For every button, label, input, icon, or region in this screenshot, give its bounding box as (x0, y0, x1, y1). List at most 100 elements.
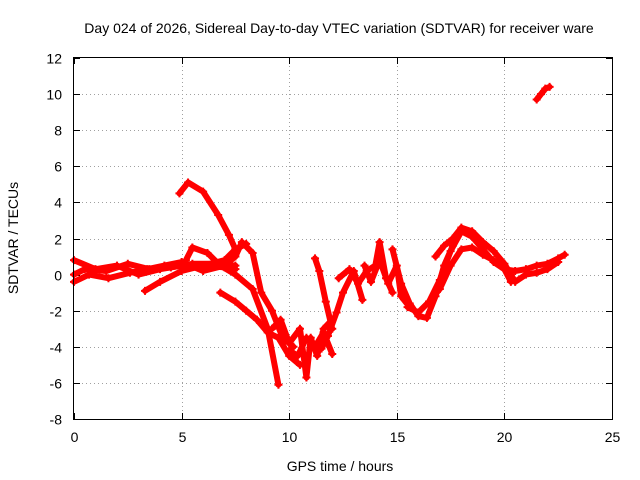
data-point-marker (224, 230, 233, 239)
data-point-marker (532, 95, 541, 104)
data-point-marker (104, 274, 113, 283)
data-point-marker (199, 261, 208, 270)
data-point-marker (334, 274, 343, 283)
data-point-marker (203, 248, 212, 257)
data-point-marker (156, 277, 165, 286)
data-point-marker (248, 285, 257, 294)
data-point-marker (468, 227, 477, 236)
data-point-marker (276, 315, 285, 324)
data-point-marker (231, 261, 240, 270)
y-tick-label: 0 (54, 268, 62, 284)
data-point-marker (216, 288, 225, 297)
data-point-marker (506, 277, 515, 286)
data-point-marker (315, 266, 324, 275)
data-point-marker (511, 266, 520, 275)
data-point-marker (231, 297, 240, 306)
data-point-marker (478, 250, 487, 259)
data-point-marker (289, 342, 298, 351)
x-axis-title: GPS time / hours (287, 458, 394, 474)
x-tick-label: 10 (282, 429, 298, 445)
data-point-marker (403, 303, 412, 312)
data-point-marker (446, 247, 455, 256)
data-point-marker (267, 306, 276, 315)
y-axis-title: SDTVAR / TECUs (5, 182, 21, 294)
data-point-marker (339, 288, 347, 297)
data-point-marker (435, 285, 444, 294)
x-tick-label: 15 (390, 429, 406, 445)
data-point-marker (388, 245, 397, 254)
x-tick-labels: 0 5 10 15 20 25 (71, 429, 621, 445)
series-track-line (221, 239, 297, 350)
data-point-marker (500, 265, 509, 274)
data-point-marker (468, 243, 477, 252)
y-tick-label: -8 (50, 412, 63, 428)
y-tick-label: -4 (50, 340, 63, 356)
series-5 (175, 178, 240, 254)
data-point-marker (257, 288, 266, 297)
data-point-marker (237, 238, 246, 247)
data-point-marker (214, 211, 223, 220)
data-point-marker (184, 178, 193, 187)
data-point-marker (414, 308, 423, 317)
data-point-marker (532, 268, 541, 277)
x-tick-label: 5 (179, 429, 187, 445)
data-point-marker (295, 324, 304, 333)
data-point-marker (536, 90, 545, 99)
series-8 (220, 238, 298, 351)
data-point-marker (231, 270, 240, 279)
data-point-marker (321, 297, 330, 306)
data-point-marker (181, 256, 190, 265)
data-point-marker (160, 261, 169, 270)
data-point-marker (543, 265, 552, 274)
data-point-marker (457, 223, 466, 232)
series-18 (425, 243, 515, 306)
data-point-marker (554, 257, 563, 266)
data-point-marker (242, 306, 251, 315)
data-point-marker (143, 265, 152, 274)
data-point-marker (332, 308, 341, 317)
series-17 (431, 223, 563, 286)
data-point-marker (188, 243, 197, 252)
series-track-line (176, 179, 239, 253)
data-point-marker (521, 270, 530, 279)
data-point-marker (431, 252, 440, 261)
data-point-marker (358, 295, 367, 304)
grid-lines (74, 58, 612, 419)
data-point-marker (560, 250, 569, 259)
data-point-marker (80, 265, 89, 274)
data-point-marker (85, 270, 94, 279)
x-tick-label: 20 (497, 429, 513, 445)
plot-frame (73, 57, 613, 420)
data-point-marker (388, 288, 397, 297)
data-point-marker (323, 331, 332, 340)
data-point-marker (285, 339, 294, 348)
data-point-marker (440, 241, 449, 250)
series-19 (532, 82, 554, 104)
data-point-marker (489, 247, 498, 256)
y-tick-label: 8 (54, 123, 62, 139)
y-tick-label: -6 (50, 376, 63, 392)
data-point-marker (274, 380, 283, 389)
axis-ticks (74, 58, 613, 420)
x-tick-label: 25 (605, 429, 621, 445)
data-point-marker (285, 346, 294, 355)
y-tick-label: 12 (46, 51, 62, 67)
data-point-marker (302, 333, 311, 342)
data-point-marker (293, 351, 302, 360)
data-point-marker (248, 248, 257, 257)
data-point-marker (384, 279, 393, 288)
data-point-marker (354, 279, 363, 288)
data-point-marker (478, 238, 487, 247)
data-point-marker (263, 328, 272, 337)
data-point-marker (102, 266, 111, 275)
data-point-marker (123, 259, 132, 268)
data-point-marker (199, 187, 208, 196)
data-point-marker (425, 297, 434, 306)
data-point-marker (541, 84, 550, 93)
y-tick-label: 10 (46, 87, 62, 103)
y-tick-label: 2 (54, 232, 62, 248)
data-point-marker (177, 266, 186, 275)
data-point-marker (448, 234, 457, 243)
x-tick-label: 0 (71, 429, 79, 445)
